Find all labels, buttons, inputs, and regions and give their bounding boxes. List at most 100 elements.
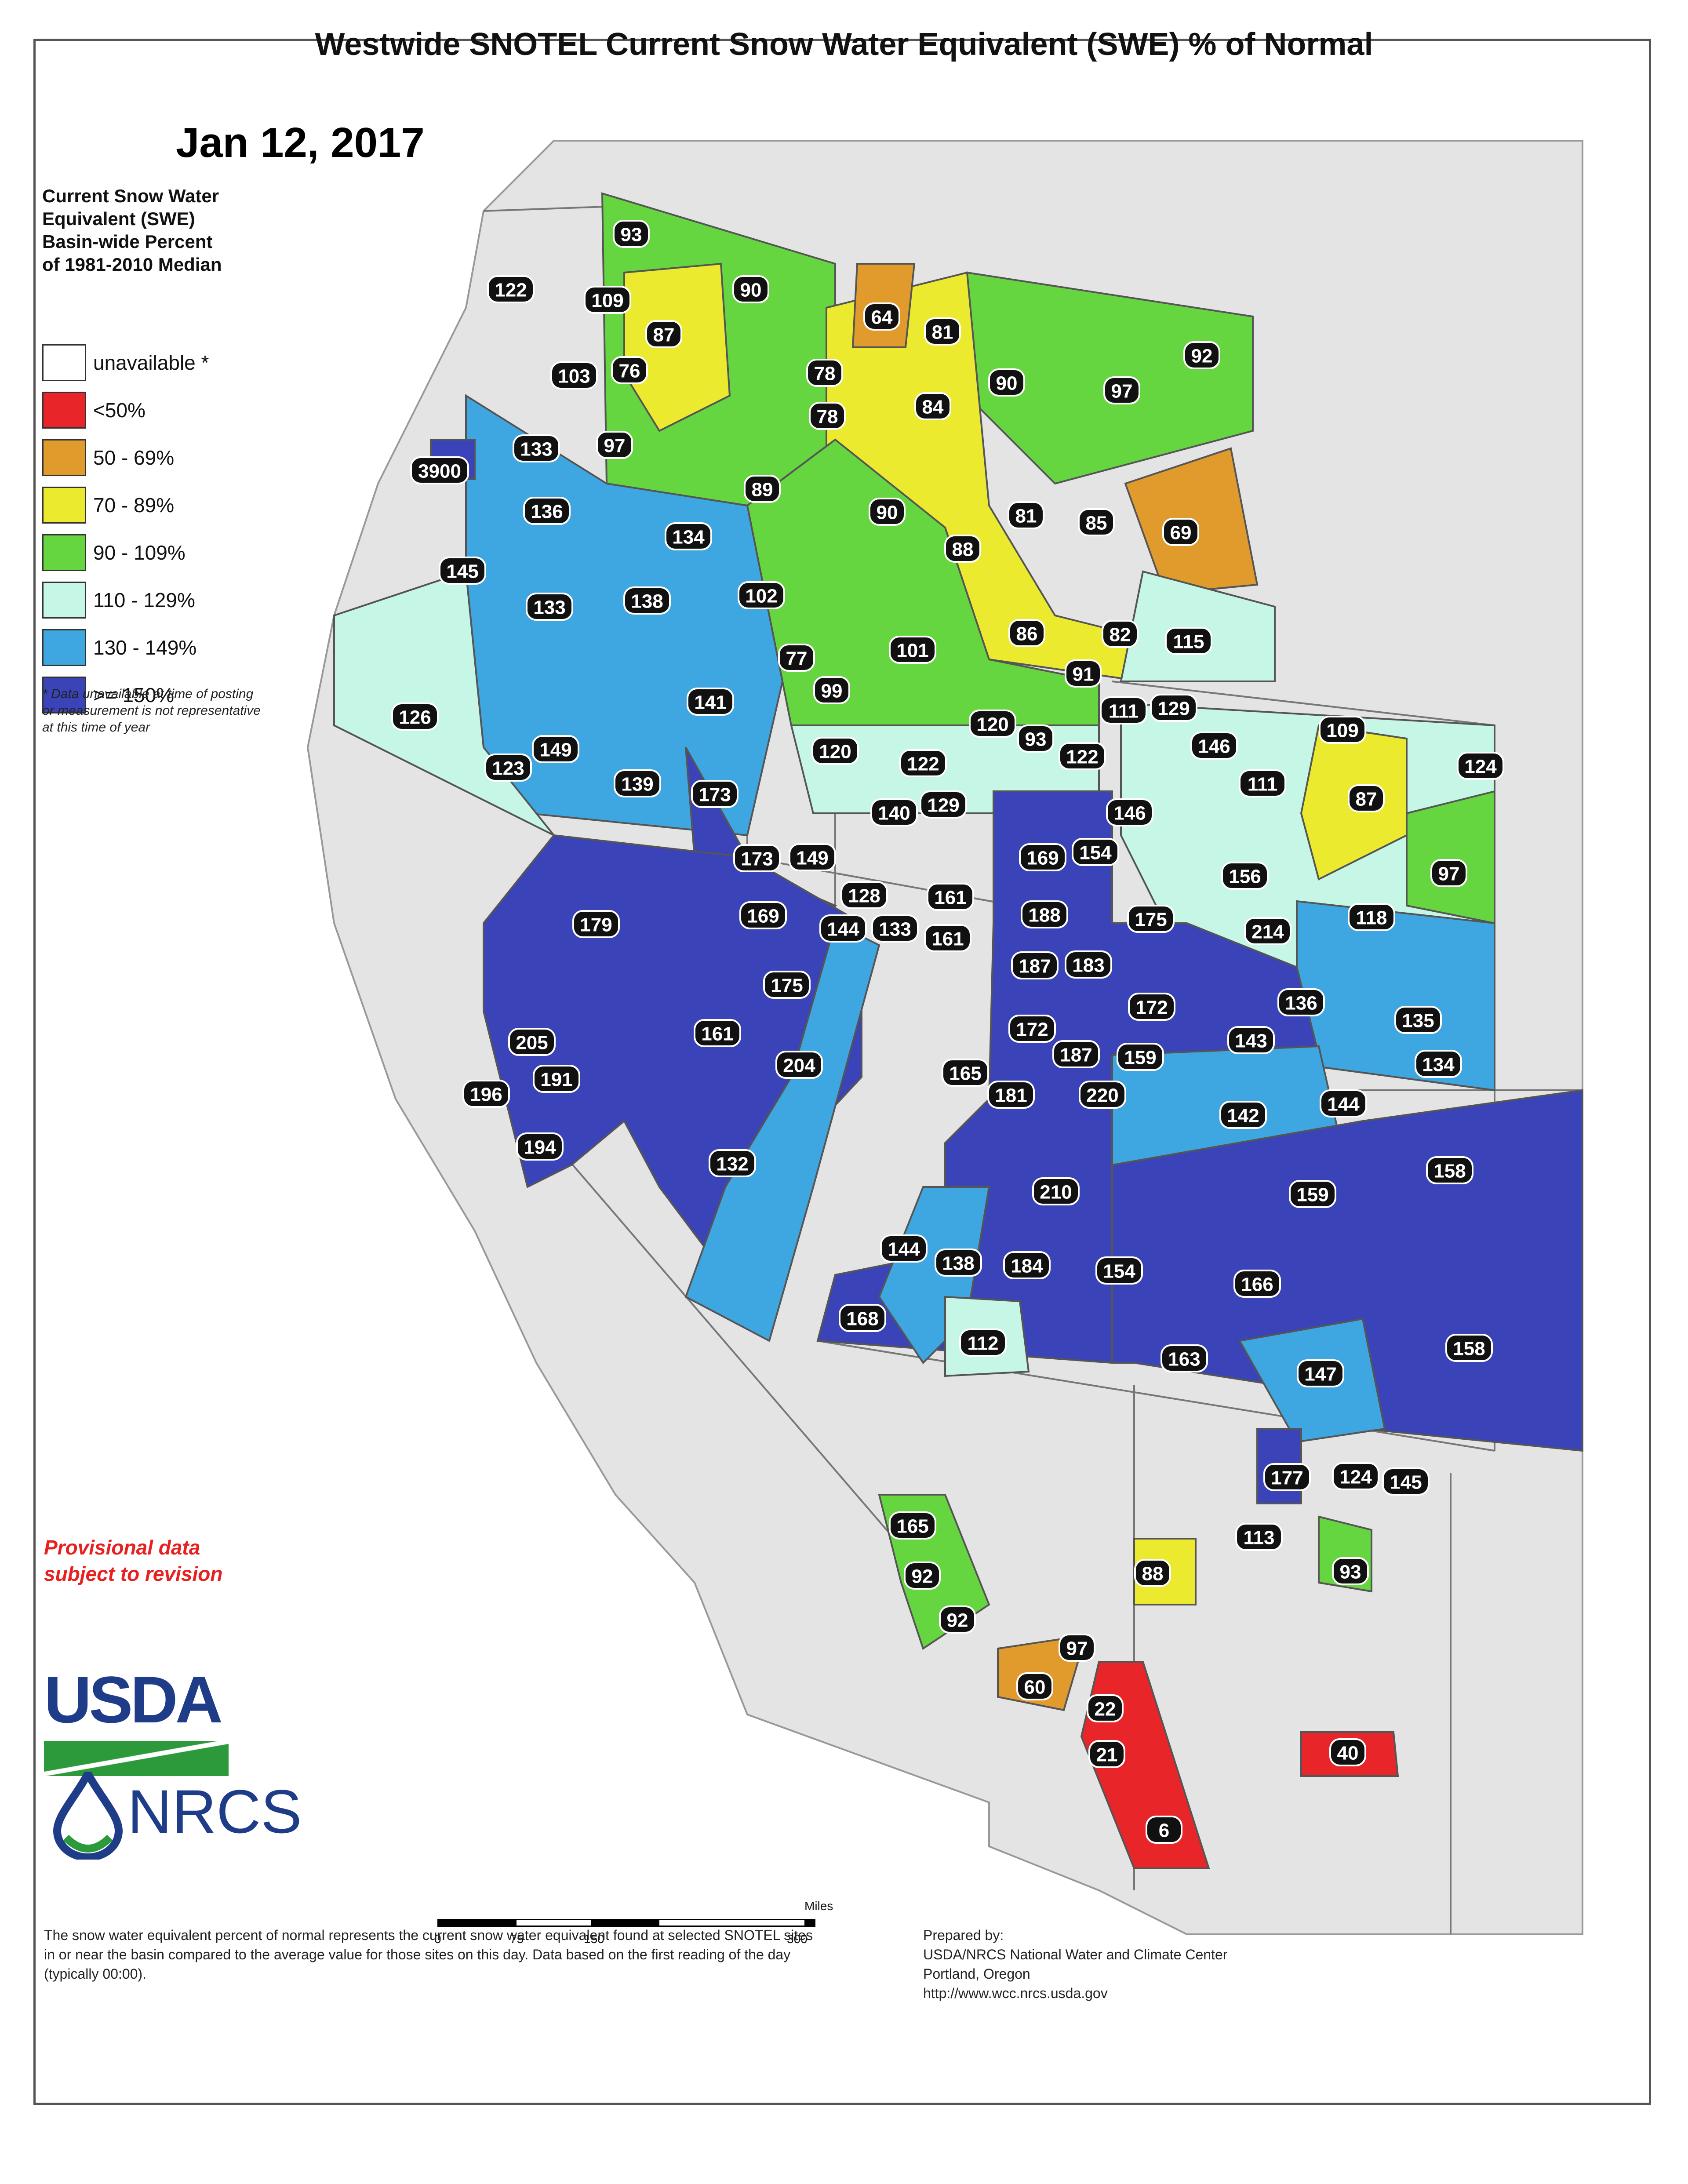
basin-label: 175 bbox=[1127, 905, 1175, 933]
usda-logo: USDA bbox=[44, 1663, 223, 1736]
basin-label-bg bbox=[1003, 1251, 1051, 1279]
basin-label-bg bbox=[1052, 1040, 1100, 1068]
basin-label-bg bbox=[870, 798, 918, 826]
basin-label: 113 bbox=[1235, 1523, 1283, 1551]
basin-value: 143 bbox=[1235, 1030, 1267, 1052]
basin-label-bg bbox=[744, 475, 781, 503]
basin-value: 161 bbox=[931, 928, 964, 950]
basin-label-bg bbox=[1332, 1557, 1369, 1585]
basin-label-bg bbox=[1348, 784, 1385, 812]
footer-credits: Prepared by: USDA/NRCS National Water an… bbox=[923, 1926, 1495, 2003]
basin-label: 3900 bbox=[410, 456, 469, 484]
basin-label: 146 bbox=[1190, 732, 1238, 760]
legend-swatch bbox=[42, 677, 86, 713]
basin-label: 93 bbox=[1332, 1557, 1369, 1585]
basin-label-bg bbox=[1426, 1156, 1473, 1184]
basin-label-bg bbox=[1233, 1270, 1281, 1298]
basin-label-bg bbox=[1103, 376, 1140, 404]
basin-label: 172 bbox=[1008, 1015, 1056, 1043]
basin-label: 93 bbox=[613, 220, 650, 248]
basin-value: 184 bbox=[1011, 1256, 1043, 1277]
basin-label: 97 bbox=[1103, 376, 1140, 404]
basin-label-bg bbox=[1059, 1634, 1095, 1662]
basin-label: 109 bbox=[584, 286, 631, 314]
basin-label-bg bbox=[391, 703, 439, 731]
credit-link[interactable]: http://www.wcc.nrcs.usda.gov bbox=[923, 1985, 1108, 2001]
basin-label-bg bbox=[840, 881, 888, 909]
basin-label-bg bbox=[988, 368, 1025, 397]
basin-value: 92 bbox=[1191, 346, 1213, 367]
basin-value: 86 bbox=[1016, 623, 1038, 645]
basin-value: 133 bbox=[879, 919, 911, 940]
basin-label-bg bbox=[732, 275, 769, 303]
basin-label: 78 bbox=[809, 402, 846, 430]
basin-label: 146 bbox=[1106, 798, 1153, 826]
basin-value: 101 bbox=[896, 640, 928, 662]
basin-label-bg bbox=[691, 780, 738, 808]
basin-label: 177 bbox=[1263, 1463, 1311, 1491]
usda-logo-swoosh bbox=[44, 1741, 229, 1776]
legend-item: >= 150% bbox=[42, 675, 174, 715]
basin-label: 156 bbox=[1221, 862, 1269, 890]
basin-value: 133 bbox=[533, 597, 565, 619]
basin-label-bg bbox=[1445, 1334, 1493, 1362]
provisional-note: Provisional data subject to revision bbox=[44, 1536, 223, 1585]
basin-label-bg bbox=[935, 1249, 982, 1277]
basin-label: 122 bbox=[899, 749, 947, 777]
basin-label: 169 bbox=[1019, 843, 1066, 871]
basin-label-bg bbox=[533, 1065, 580, 1093]
basin-label-bg bbox=[778, 644, 815, 672]
basin-label: 144 bbox=[1320, 1089, 1367, 1117]
basin-label: 187 bbox=[1011, 951, 1059, 979]
basin-value: 97 bbox=[1066, 1638, 1088, 1660]
basin-label: 78 bbox=[806, 359, 843, 387]
basin-value: 93 bbox=[621, 224, 642, 246]
basin-label: 214 bbox=[1244, 917, 1291, 945]
basin-label-bg bbox=[1065, 950, 1112, 979]
basin-value: 6 bbox=[1159, 1820, 1169, 1842]
nrcs-drop-icon bbox=[53, 1772, 123, 1860]
basin-label-bg bbox=[1160, 1344, 1208, 1372]
basin-label-bg bbox=[775, 1051, 823, 1079]
footer-description: The snow water equivalent percent of nor… bbox=[44, 1927, 813, 1982]
basin-value: 82 bbox=[1110, 624, 1131, 646]
basin-label-bg bbox=[738, 581, 785, 609]
basin-label-bg bbox=[513, 434, 560, 462]
basin-label: 69 bbox=[1162, 518, 1199, 546]
basin-label: 120 bbox=[811, 737, 859, 765]
basin-label: 172 bbox=[1128, 993, 1175, 1021]
basin-value: 144 bbox=[827, 919, 859, 940]
basin-label-bg bbox=[614, 769, 661, 797]
legend-item: 90 - 109% bbox=[42, 533, 186, 572]
legend-swatch bbox=[42, 392, 86, 429]
basin-label-bg bbox=[1415, 1050, 1462, 1078]
basin-label-bg bbox=[839, 1304, 886, 1332]
basin-value: 142 bbox=[1227, 1105, 1259, 1127]
basin-label: 40 bbox=[1329, 1738, 1366, 1766]
basin-label: 99 bbox=[813, 676, 850, 704]
basin-value: 158 bbox=[1433, 1161, 1466, 1182]
legend-note: * Data unavailable at time of posting or… bbox=[42, 687, 261, 735]
basin-label-bg bbox=[1032, 1177, 1080, 1205]
basin-label: 88 bbox=[1134, 1559, 1171, 1587]
basin-label: 120 bbox=[969, 710, 1016, 738]
basin-value: 122 bbox=[907, 753, 939, 775]
basin-label: 109 bbox=[1319, 716, 1366, 744]
basin-label-bg bbox=[1065, 659, 1102, 688]
basin-label-bg bbox=[819, 914, 867, 943]
basin-label: 103 bbox=[550, 361, 598, 389]
basin-label-bg bbox=[1021, 900, 1068, 928]
basin-label-bg bbox=[1263, 1463, 1311, 1491]
basin-label-bg bbox=[1320, 1089, 1367, 1117]
basin-label-bg bbox=[813, 676, 850, 704]
legend-swatch bbox=[42, 439, 86, 476]
basin-label-bg bbox=[987, 1081, 1035, 1109]
basin-label: 194 bbox=[516, 1132, 564, 1161]
basin-value: 146 bbox=[1113, 803, 1146, 824]
basin-value: 154 bbox=[1103, 1261, 1135, 1282]
basin-label: 173 bbox=[733, 844, 781, 872]
basin-label-bg bbox=[811, 737, 859, 765]
basin-label-bg bbox=[1117, 1043, 1164, 1071]
basin-label: 21 bbox=[1088, 1740, 1125, 1768]
basin-label-bg bbox=[623, 586, 671, 615]
